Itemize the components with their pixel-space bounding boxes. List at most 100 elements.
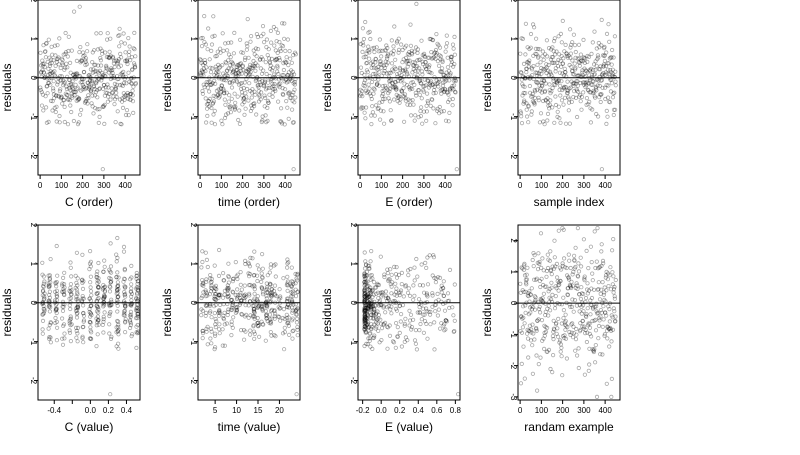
data-point [94,298,100,304]
data-point [587,90,592,95]
data-point [595,114,601,119]
data-point [604,83,609,88]
data-point [408,86,413,91]
data-point [258,57,263,62]
data-point [553,293,558,299]
data-point [403,335,408,340]
data-point [93,80,98,85]
data-point [370,46,375,51]
data-point [222,343,227,348]
data-point [247,71,252,77]
data-point [291,81,296,86]
data-point [80,77,85,82]
data-point [61,304,66,309]
data-point [257,92,262,98]
data-point [527,46,532,52]
x-tick-label: 20 [275,406,284,415]
data-point [558,120,563,125]
data-point [609,248,615,253]
data-point [522,98,527,103]
data-point [269,78,274,83]
data-point [61,98,67,103]
data-point [107,289,113,294]
data-point [279,21,285,26]
data-point [107,68,113,73]
data-point [53,308,58,313]
data-point [95,281,100,286]
data-point [418,57,423,62]
data-point [210,101,215,106]
data-point [69,48,74,53]
data-point [537,304,542,309]
data-point [375,81,380,86]
data-point [60,283,65,288]
data-point [597,318,602,323]
data-point [281,92,286,98]
data-point [257,77,262,82]
data-point [425,55,430,60]
data-point [541,79,547,84]
data-point [541,78,547,83]
data-point [41,70,46,75]
data-point [62,285,67,290]
data-point [609,62,614,67]
data-point [564,74,569,79]
data-point [570,69,575,74]
data-point [233,259,238,265]
data-point [114,325,119,330]
data-point [521,90,526,96]
data-point [289,107,295,112]
data-point [452,75,457,81]
data-point [115,270,120,275]
data-point [524,107,529,112]
x-tick-label: 200 [556,406,570,415]
data-point [395,324,400,330]
data-point [272,311,278,316]
data-point [116,286,121,292]
data-point [289,305,295,310]
data-point [537,310,543,315]
data-point [261,83,266,88]
data-point [276,314,281,319]
y-tick-label: -1 [189,338,198,346]
data-point [551,82,557,87]
data-point [365,76,370,81]
data-point [381,71,386,76]
data-point [556,316,561,321]
data-point [41,43,46,48]
data-point [47,283,53,288]
data-point [285,288,290,293]
data-point [598,92,603,97]
data-point [395,78,400,84]
data-point [46,80,51,86]
data-point [107,49,112,54]
data-point [237,61,242,67]
scatter-points [362,249,461,397]
data-point [70,93,75,98]
data-point [267,85,272,91]
data-point [587,67,592,73]
data-point [247,274,252,279]
data-point [75,305,80,310]
data-point [412,293,417,298]
data-point [246,260,251,265]
data-point [435,41,440,46]
data-point [252,284,257,289]
data-point [550,369,555,375]
data-point [220,31,225,36]
data-point [374,45,379,50]
data-point [413,45,419,50]
data-point [576,365,581,371]
data-point [199,307,204,312]
data-point [116,33,121,39]
data-point [124,58,129,63]
data-point [122,309,127,314]
data-point [75,304,80,309]
data-point [556,288,561,293]
data-point [209,279,214,284]
data-point [268,76,273,82]
data-point [50,52,55,57]
data-point [281,36,287,41]
data-point [526,60,532,66]
